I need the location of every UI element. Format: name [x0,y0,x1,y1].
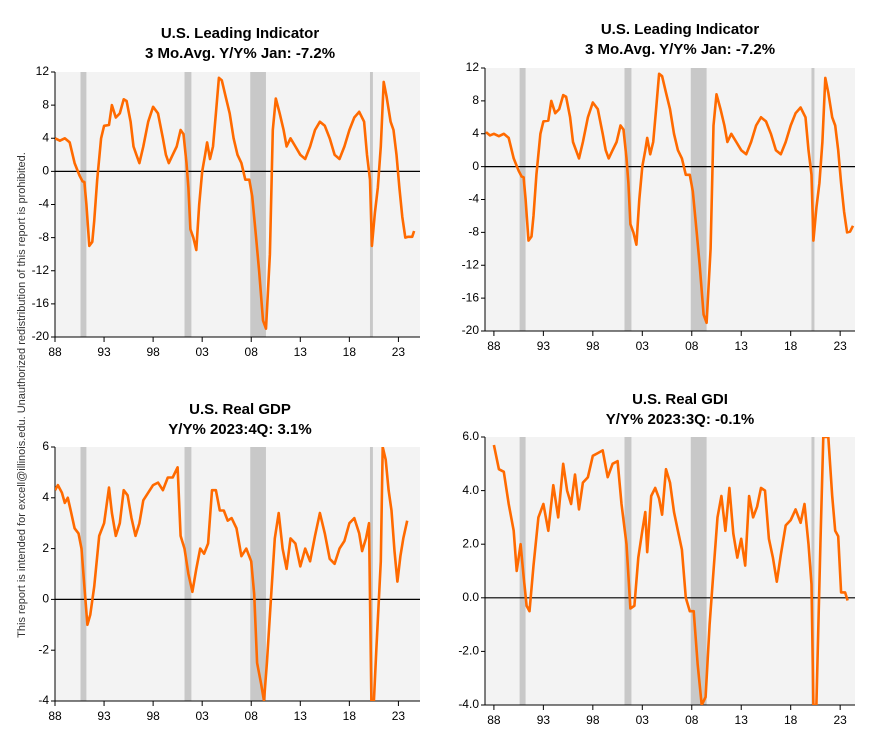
x-tick-label: 93 [537,339,551,353]
x-tick-label: 98 [586,713,600,727]
x-tick-label: 98 [146,709,160,723]
chart-title: U.S. Leading Indicator [161,25,320,42]
chart-title: U.S. Real GDI [632,391,728,408]
y-tick-label: 4.0 [462,483,479,497]
x-tick-label: 03 [636,339,650,353]
recession-band [369,447,373,701]
y-tick-label: 2 [42,541,49,555]
y-tick-label: -2.0 [458,644,479,658]
y-tick-label: -20 [462,323,480,337]
plot-clip-group [485,72,855,325]
y-tick-label: -8 [468,225,479,239]
y-tick-label: -20 [32,329,50,343]
plot-background [485,437,855,705]
y-tick-label: -16 [462,290,480,304]
x-tick-label: 93 [97,345,111,359]
x-tick-label: 03 [195,345,209,359]
x-tick-label: 23 [392,345,406,359]
chart-subtitle: 3 Mo.Avg. Y/Y% Jan: -7.2% [145,45,335,62]
x-tick-label: 03 [195,709,209,723]
y-tick-label: 0 [42,592,49,606]
y-tick-label: 4 [42,490,49,504]
y-tick-label: 8 [472,93,479,107]
x-tick-label: 13 [294,709,308,723]
y-tick-label: 6 [42,439,49,453]
recession-band [811,437,815,705]
data-line [55,76,416,330]
x-tick-label: 93 [97,709,111,723]
plot-background [55,447,420,701]
chart-subtitle: 3 Mo.Avg. Y/Y% Jan: -7.2% [585,41,775,58]
x-tick-label: 03 [636,713,650,727]
y-tick-label: -4 [38,693,49,707]
plot-clip-group [55,76,416,330]
y-tick-label: 8 [42,97,49,111]
y-tick-label: -4 [38,197,49,211]
x-tick-label: 88 [487,713,501,727]
x-tick-label: 08 [685,713,699,727]
x-tick-label: 08 [245,709,259,723]
y-tick-label: -2 [38,642,49,656]
x-tick-label: 23 [392,709,406,723]
x-tick-label: 18 [784,713,798,727]
y-tick-label: -4.0 [458,697,479,711]
x-tick-label: 98 [586,339,600,353]
x-tick-label: 23 [833,339,847,353]
x-tick-label: 23 [833,713,847,727]
x-tick-label: 18 [343,345,357,359]
x-tick-label: 18 [784,339,798,353]
watermark: This report is intended for excell@illin… [16,152,28,638]
x-tick-label: 08 [685,339,699,353]
x-tick-label: 13 [294,345,308,359]
data-line [492,437,849,705]
y-tick-label: -4 [468,192,479,206]
y-tick-label: -8 [38,230,49,244]
chart-title: U.S. Leading Indicator [601,21,760,38]
x-tick-label: 88 [48,345,62,359]
data-line [55,447,409,701]
x-tick-label: 13 [735,339,749,353]
y-tick-label: 0 [472,159,479,173]
data-line [485,72,855,325]
y-tick-label: 12 [36,64,50,78]
y-tick-label: 2.0 [462,536,479,550]
recession-band [250,72,266,337]
recession-band [250,447,266,701]
plot-clip-group [55,447,409,701]
chart-title: U.S. Real GDP [189,401,291,418]
x-tick-label: 13 [735,713,749,727]
chart-subtitle: Y/Y% 2023:4Q: 3.1% [168,421,311,438]
x-tick-label: 88 [48,709,62,723]
y-tick-label: -12 [32,263,50,277]
y-tick-label: 0 [42,164,49,178]
recession-band [690,68,707,331]
y-tick-label: 4 [42,130,49,144]
recession-band [519,68,526,331]
y-tick-label: 0.0 [462,590,479,604]
y-tick-label: -12 [462,257,480,271]
y-tick-label: 12 [466,60,480,74]
chart-subtitle: Y/Y% 2023:3Q: -0.1% [606,411,754,428]
y-tick-label: 4 [472,126,479,140]
y-tick-label: -16 [32,296,50,310]
plot-clip-group [492,437,849,705]
x-tick-label: 98 [146,345,160,359]
x-tick-label: 08 [245,345,259,359]
x-tick-label: 88 [487,339,501,353]
y-tick-label: 6.0 [462,429,479,443]
x-tick-label: 18 [343,709,357,723]
x-tick-label: 93 [537,713,551,727]
recession-band [80,72,87,337]
